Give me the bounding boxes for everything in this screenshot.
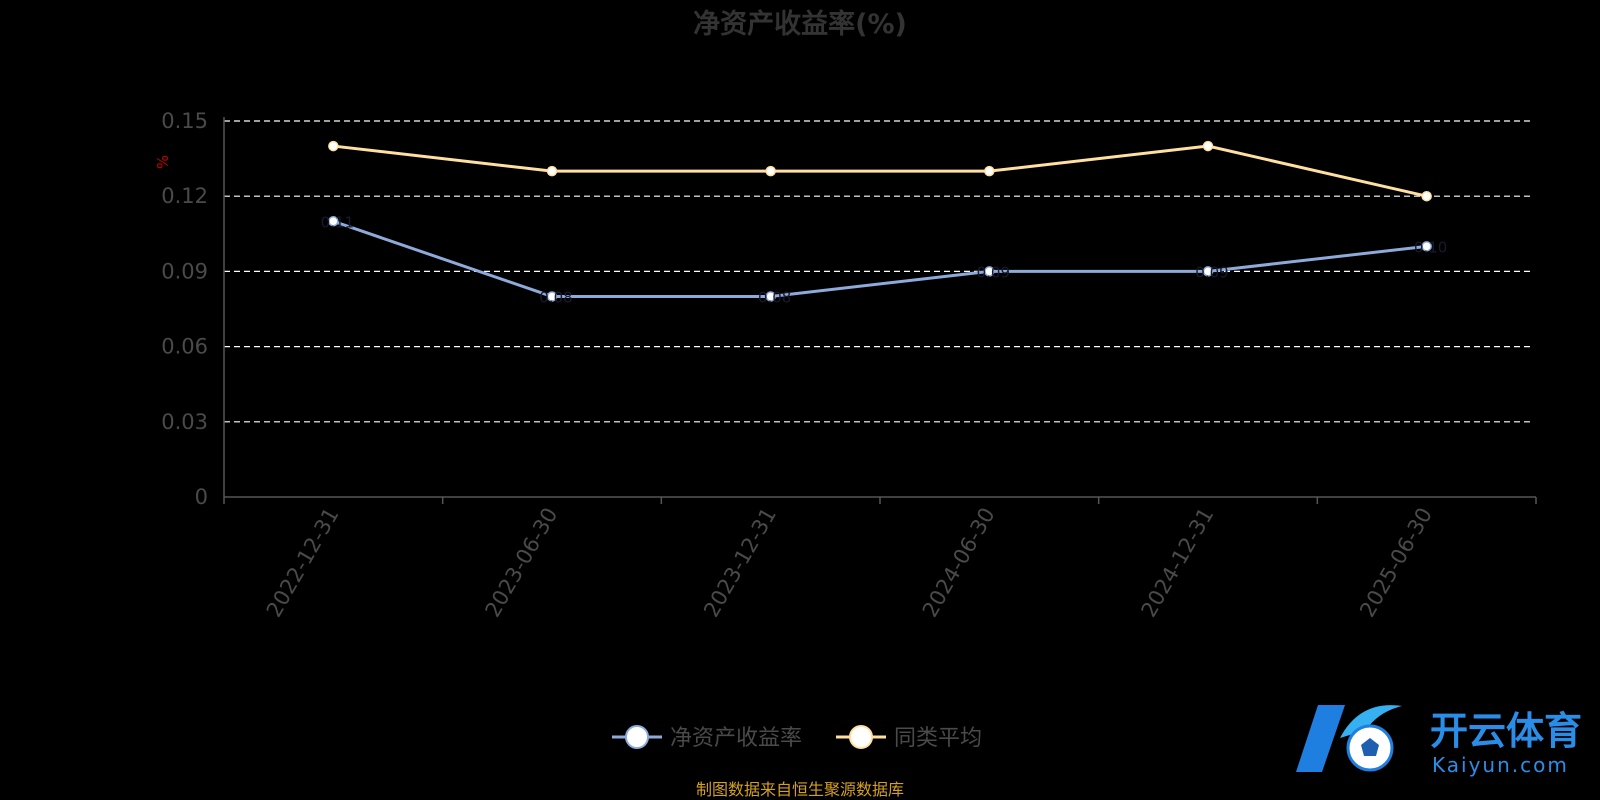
data-label-4: 0.09 [1195, 263, 1228, 281]
y-tick-label-0: 0 [195, 485, 208, 509]
series-1-point-2 [765, 165, 776, 177]
x-tick-label-1: 2023-06-30 [481, 504, 563, 622]
legend-swatch-marker-1 [849, 725, 873, 749]
y-tick-label-3: 0.09 [161, 259, 208, 283]
legend-label-1: 同类平均 [894, 726, 982, 751]
x-tick-label-3: 2024-06-30 [918, 504, 1000, 622]
grid-lines [224, 120, 1530, 423]
series-0-point-5 [1421, 241, 1432, 252]
kaiyun-logo: 开云体育 Kaiyun.com [1296, 705, 1582, 777]
series-0-point-1 [546, 291, 558, 302]
logo-k-mark [1296, 705, 1345, 772]
y-tick-labels: 0 0.03 0.06 0.09 0.12 0.15 [161, 109, 208, 509]
legend[interactable]: 净资产收益率 同类平均 [612, 725, 982, 751]
series-line-1 [333, 144, 1428, 198]
series-0-point-3 [984, 266, 995, 277]
logo-text-cn: 开云体育 [1430, 709, 1582, 753]
chart-title: 净资产收益率(%) [693, 8, 907, 40]
series-lines [328, 140, 1432, 302]
series-1-point-1 [546, 165, 558, 177]
data-label-1: 0.08 [539, 288, 572, 306]
y-tick-label-1: 0.03 [161, 410, 208, 434]
x-tick-label-0: 2022-12-31 [262, 504, 344, 622]
data-label-3: 0.09 [977, 263, 1010, 281]
data-labels: 0.11 0.08 0.08 0.09 0.09 0.10 [321, 213, 1448, 306]
x-tick-label-2: 2023-12-31 [699, 504, 781, 622]
series-0-point-2 [765, 291, 776, 302]
source-note: 制图数据来自恒生聚源数据库 [696, 780, 904, 799]
series-1-point-3 [984, 165, 995, 177]
data-label-0: 0.11 [321, 213, 354, 231]
series-1-point-0 [328, 140, 339, 152]
x-tick-labels: 2022-12-31 2023-06-30 2023-12-31 2024-06-30… [262, 504, 1437, 622]
data-label-2: 0.08 [758, 288, 791, 306]
data-label-5: 0.10 [1414, 238, 1447, 256]
series-0-point-0 [328, 216, 339, 227]
axes [223, 117, 1537, 504]
legend-label-0: 净资产收益率 [670, 726, 802, 751]
y-tick-label-5: 0.15 [161, 109, 208, 133]
series-0-point-4 [1202, 266, 1214, 277]
y-axis-unit: % [154, 155, 172, 169]
x-tick-label-5: 2025-06-30 [1355, 504, 1437, 622]
y-tick-label-2: 0.06 [161, 335, 208, 359]
y-tick-label-4: 0.12 [161, 184, 208, 208]
series-1-point-5 [1421, 190, 1432, 202]
series-1-point-4 [1202, 140, 1214, 152]
x-tick-label-4: 2024-12-31 [1137, 504, 1219, 622]
legend-swatch-marker-0 [625, 725, 649, 749]
series-line-0 [332, 219, 1427, 298]
logo-text-en: Kaiyun.com [1432, 753, 1569, 777]
